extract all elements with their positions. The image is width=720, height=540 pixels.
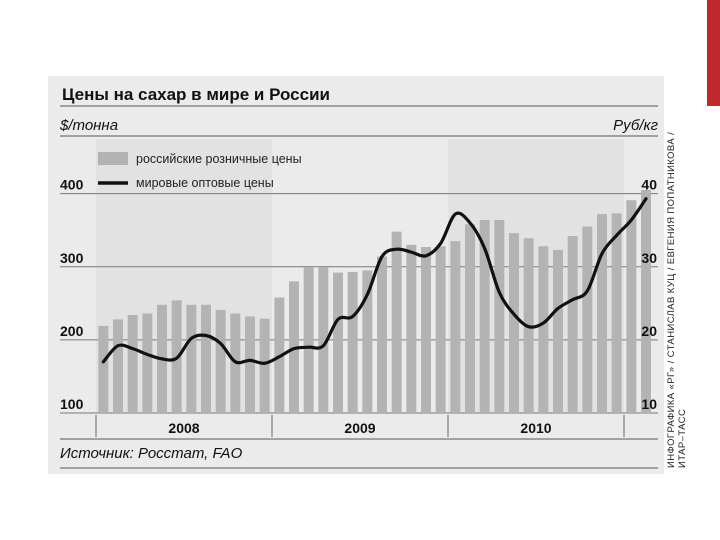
y-right-tick-label: 40 bbox=[641, 177, 657, 193]
bar bbox=[303, 267, 314, 413]
bar bbox=[553, 249, 563, 413]
bar bbox=[347, 271, 358, 413]
credit-line-2: ИТАР–ТАСС bbox=[677, 408, 688, 468]
bar bbox=[201, 304, 211, 413]
y-left-tick-label: 100 bbox=[60, 396, 84, 412]
source-note: Источник: Росстат, FAO bbox=[60, 445, 243, 462]
credit-text: ИНФОГРАФИКА «РГ» / СТАНИСЛАВ КУЦ / ЕВГЕН… bbox=[666, 98, 688, 468]
y-right-tick-label: 30 bbox=[641, 250, 657, 266]
bar bbox=[582, 226, 593, 413]
bar bbox=[186, 304, 197, 413]
bar bbox=[421, 247, 431, 413]
bar bbox=[113, 319, 123, 413]
legend-label-bar: российские розничные цены bbox=[136, 152, 302, 166]
bar bbox=[465, 224, 475, 413]
y-left-tick-label: 300 bbox=[60, 250, 84, 266]
bar bbox=[538, 246, 549, 413]
bar bbox=[98, 325, 109, 413]
bar bbox=[318, 267, 329, 413]
bar bbox=[509, 233, 519, 413]
bar bbox=[406, 244, 417, 413]
bar bbox=[362, 270, 373, 413]
bar bbox=[611, 213, 622, 413]
y-left-tick-label: 200 bbox=[60, 323, 84, 339]
left-axis-unit: $/тонна bbox=[60, 117, 119, 134]
bar bbox=[567, 236, 578, 413]
y-right-tick-label: 20 bbox=[641, 323, 657, 339]
bar bbox=[127, 315, 138, 413]
bar bbox=[245, 316, 255, 413]
bar bbox=[494, 219, 505, 413]
x-year-label: 2010 bbox=[520, 420, 551, 436]
right-axis-unit: Руб/кг bbox=[613, 117, 658, 134]
credit-line-1: ИНФОГРАФИКА «РГ» / СТАНИСЛАВ КУЦ / ЕВГЕН… bbox=[666, 131, 677, 468]
bar bbox=[259, 318, 270, 413]
legend-label-line: мировые оптовые цены bbox=[136, 176, 274, 190]
bar bbox=[597, 214, 607, 413]
legend-swatch-bar bbox=[98, 152, 128, 165]
bar bbox=[215, 309, 226, 413]
bar bbox=[333, 272, 343, 413]
accent-bar bbox=[707, 0, 720, 106]
bar bbox=[626, 200, 637, 413]
bar bbox=[377, 256, 387, 413]
x-year-label: 2008 bbox=[168, 420, 199, 436]
bar bbox=[435, 246, 446, 413]
bar bbox=[391, 231, 402, 413]
x-year-label: 2009 bbox=[344, 420, 375, 436]
y-left-tick-label: 400 bbox=[60, 177, 84, 193]
bar bbox=[641, 189, 651, 413]
bar bbox=[450, 241, 461, 413]
bar bbox=[479, 219, 490, 413]
bar bbox=[142, 313, 153, 413]
series-line bbox=[101, 197, 648, 365]
chart-title: Цены на сахар в мире и России bbox=[62, 85, 330, 104]
y-right-tick-label: 10 bbox=[641, 396, 657, 412]
